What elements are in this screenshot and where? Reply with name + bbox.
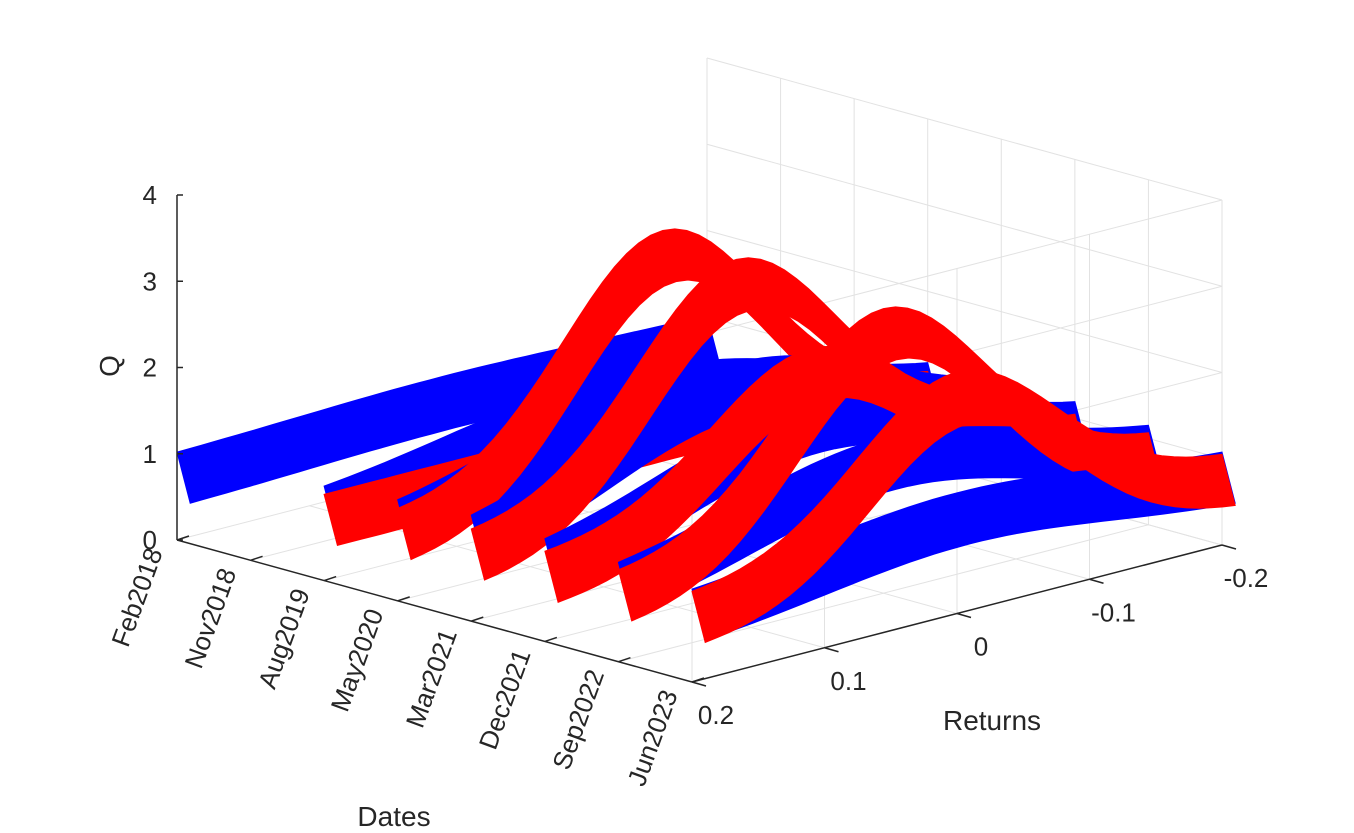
returns-tick-labels: -0.2 -0.1 0 0.1 0.2: [691, 544, 1269, 730]
x-tick-label: Aug2019: [252, 584, 316, 692]
z-tick-label: 3: [143, 266, 157, 296]
z-tick-label: 1: [143, 439, 157, 469]
surface-layer: [176, 228, 1236, 644]
x-tick-label: Dec2021: [473, 645, 537, 753]
x-tick-mark: [691, 677, 705, 683]
x-tick-label: Mar2021: [400, 625, 463, 732]
y-tick-mark: [956, 612, 972, 619]
x-tick-label: Nov2018: [178, 564, 242, 672]
z-axis-label: Q: [94, 355, 125, 377]
y-tick-label: 0.2: [698, 700, 734, 730]
surface-ridge: [691, 369, 1236, 644]
q-tick-labels: 0 1 2 3 4: [143, 180, 183, 555]
y-tick-label: 0: [974, 632, 988, 662]
y-tick-label: 0.1: [830, 666, 866, 696]
y-tick-mark: [1089, 578, 1104, 584]
z-tick-label: 4: [143, 180, 157, 210]
x-tick-label: Jun2023: [621, 686, 683, 790]
x-axis-label: Dates: [357, 801, 430, 832]
y-tick-label: -0.1: [1091, 597, 1136, 627]
x-tick-mark: [618, 657, 631, 663]
y-tick-mark: [824, 647, 839, 653]
x-tick-label: May2020: [325, 605, 390, 716]
y-axis-label: Returns: [943, 705, 1041, 736]
x-tick-mark: [471, 616, 484, 622]
z-tick-label: 2: [143, 353, 157, 383]
x-tick-mark: [544, 636, 558, 643]
x-tick-label: Feb2018: [105, 544, 168, 651]
x-axis-line: [176, 539, 693, 683]
y-tick-label: -0.2: [1224, 563, 1269, 593]
y-tick-mark: [691, 681, 707, 687]
grid-line: [706, 230, 1223, 373]
grid-line: [706, 143, 1223, 287]
x-tick-mark: [397, 596, 410, 602]
grid-line: [706, 57, 1223, 201]
y-tick-mark: [1221, 544, 1237, 550]
z-tick-label: 0: [143, 525, 157, 555]
x-tick-mark: [323, 575, 337, 582]
x-tick-label: Sep2022: [546, 665, 610, 773]
surface-ridge: [691, 451, 1236, 641]
x-tick-mark: [250, 555, 263, 561]
